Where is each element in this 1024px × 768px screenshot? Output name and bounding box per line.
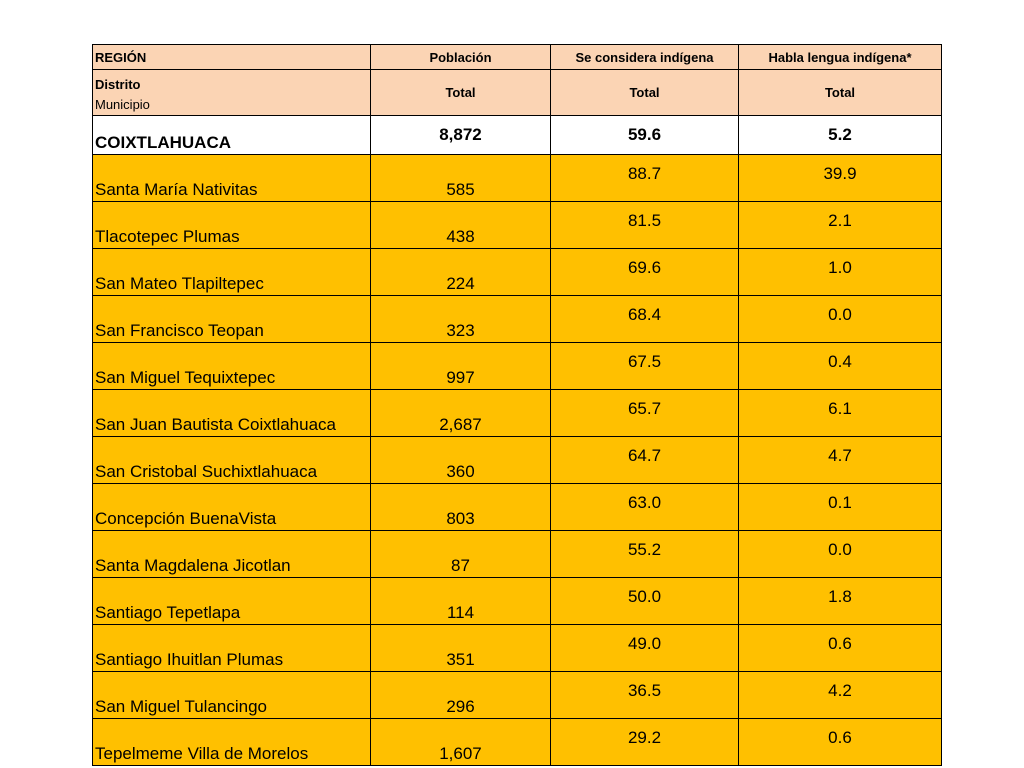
municipio-indigena: 69.6 [550, 248, 739, 296]
municipio-poblacion: 2,687 [370, 389, 551, 437]
lengua-total-header: Total [738, 69, 942, 116]
municipio-name: Santiago Tepetlapa [92, 577, 371, 625]
district-lengua: 5.2 [738, 115, 942, 155]
municipio-name: Tepelmeme Villa de Morelos [92, 718, 371, 766]
indigena-header: Se considera indígena [550, 44, 739, 70]
table-row: San Cristobal Suchixtlahuaca 360 64.7 4.7 [92, 436, 942, 484]
municipio-poblacion: 360 [370, 436, 551, 484]
municipio-name: Santa María Nativitas [92, 154, 371, 202]
table-row: Santiago Ihuitlan Plumas 351 49.0 0.6 [92, 624, 942, 672]
municipio-indigena: 36.5 [550, 671, 739, 719]
municipio-lengua: 0.0 [738, 295, 942, 343]
municipio-poblacion: 803 [370, 483, 551, 531]
municipio-name: San Miguel Tulancingo [92, 671, 371, 719]
header-row-1: REGIÓN Población Se considera indígena H… [92, 44, 942, 70]
municipio-lengua: 0.1 [738, 483, 942, 531]
distrito-municipio-header: Distrito Municipio [92, 69, 371, 116]
district-poblacion: 8,872 [370, 115, 551, 155]
table-row: Tlacotepec Plumas 438 81.5 2.1 [92, 201, 942, 249]
municipio-lengua: 0.0 [738, 530, 942, 578]
distrito-label: Distrito [95, 77, 141, 92]
table-row: San Mateo Tlapiltepec 224 69.6 1.0 [92, 248, 942, 296]
municipio-poblacion: 296 [370, 671, 551, 719]
table-row: Santa Magdalena Jicotlan 87 55.2 0.0 [92, 530, 942, 578]
municipio-poblacion: 1,607 [370, 718, 551, 766]
municipio-name: San Mateo Tlapiltepec [92, 248, 371, 296]
population-table: REGIÓN Población Se considera indígena H… [92, 44, 942, 766]
municipio-name: San Juan Bautista Coixtlahuaca [92, 389, 371, 437]
municipio-indigena: 88.7 [550, 154, 739, 202]
municipio-lengua: 0.6 [738, 624, 942, 672]
municipio-indigena: 50.0 [550, 577, 739, 625]
poblacion-header: Población [370, 44, 551, 70]
municipio-indigena: 63.0 [550, 483, 739, 531]
municipio-lengua: 1.8 [738, 577, 942, 625]
table-row: San Miguel Tequixtepec 997 67.5 0.4 [92, 342, 942, 390]
municipio-poblacion: 438 [370, 201, 551, 249]
municipio-indigena: 64.7 [550, 436, 739, 484]
municipio-poblacion: 224 [370, 248, 551, 296]
municipio-indigena: 81.5 [550, 201, 739, 249]
table-row: Santiago Tepetlapa 114 50.0 1.8 [92, 577, 942, 625]
municipio-indigena: 55.2 [550, 530, 739, 578]
table-row: Santa María Nativitas 585 88.7 39.9 [92, 154, 942, 202]
table-row: San Francisco Teopan 323 68.4 0.0 [92, 295, 942, 343]
municipio-lengua: 4.7 [738, 436, 942, 484]
municipio-poblacion: 87 [370, 530, 551, 578]
table-body: COIXTLAHUACA 8,872 59.6 5.2 Santa María … [92, 115, 942, 766]
municipio-poblacion: 585 [370, 154, 551, 202]
municipio-lengua: 0.4 [738, 342, 942, 390]
municipio-poblacion: 114 [370, 577, 551, 625]
municipio-poblacion: 351 [370, 624, 551, 672]
data-table-container: REGIÓN Población Se considera indígena H… [92, 44, 942, 766]
table-row: Tepelmeme Villa de Morelos 1,607 29.2 0.6 [92, 718, 942, 766]
municipio-name: San Cristobal Suchixtlahuaca [92, 436, 371, 484]
lengua-header: Habla lengua indígena* [738, 44, 942, 70]
municipio-name: San Miguel Tequixtepec [92, 342, 371, 390]
district-name: COIXTLAHUACA [92, 115, 371, 155]
table-row: San Juan Bautista Coixtlahuaca 2,687 65.7 6… [92, 389, 942, 437]
municipio-poblacion: 997 [370, 342, 551, 390]
table-row: Concepción BuenaVista 803 63.0 0.1 [92, 483, 942, 531]
municipio-label: Municipio [95, 97, 150, 112]
municipio-lengua: 0.6 [738, 718, 942, 766]
district-indigena: 59.6 [550, 115, 739, 155]
municipio-name: Santiago Ihuitlan Plumas [92, 624, 371, 672]
municipio-indigena: 49.0 [550, 624, 739, 672]
municipio-poblacion: 323 [370, 295, 551, 343]
municipio-name: Concepción BuenaVista [92, 483, 371, 531]
poblacion-total-header: Total [370, 69, 551, 116]
municipio-indigena: 67.5 [550, 342, 739, 390]
municipio-lengua: 39.9 [738, 154, 942, 202]
municipio-name: Tlacotepec Plumas [92, 201, 371, 249]
table-row: San Miguel Tulancingo 296 36.5 4.2 [92, 671, 942, 719]
district-total-row: COIXTLAHUACA 8,872 59.6 5.2 [92, 115, 942, 155]
municipio-indigena: 65.7 [550, 389, 739, 437]
municipio-lengua: 6.1 [738, 389, 942, 437]
municipio-indigena: 29.2 [550, 718, 739, 766]
indigena-total-header: Total [550, 69, 739, 116]
municipio-lengua: 2.1 [738, 201, 942, 249]
municipio-name: San Francisco Teopan [92, 295, 371, 343]
header-row-2: Distrito Municipio Total Total Total [92, 69, 942, 116]
municipio-lengua: 4.2 [738, 671, 942, 719]
municipio-name: Santa Magdalena Jicotlan [92, 530, 371, 578]
region-header: REGIÓN [92, 44, 371, 70]
municipio-lengua: 1.0 [738, 248, 942, 296]
municipio-indigena: 68.4 [550, 295, 739, 343]
